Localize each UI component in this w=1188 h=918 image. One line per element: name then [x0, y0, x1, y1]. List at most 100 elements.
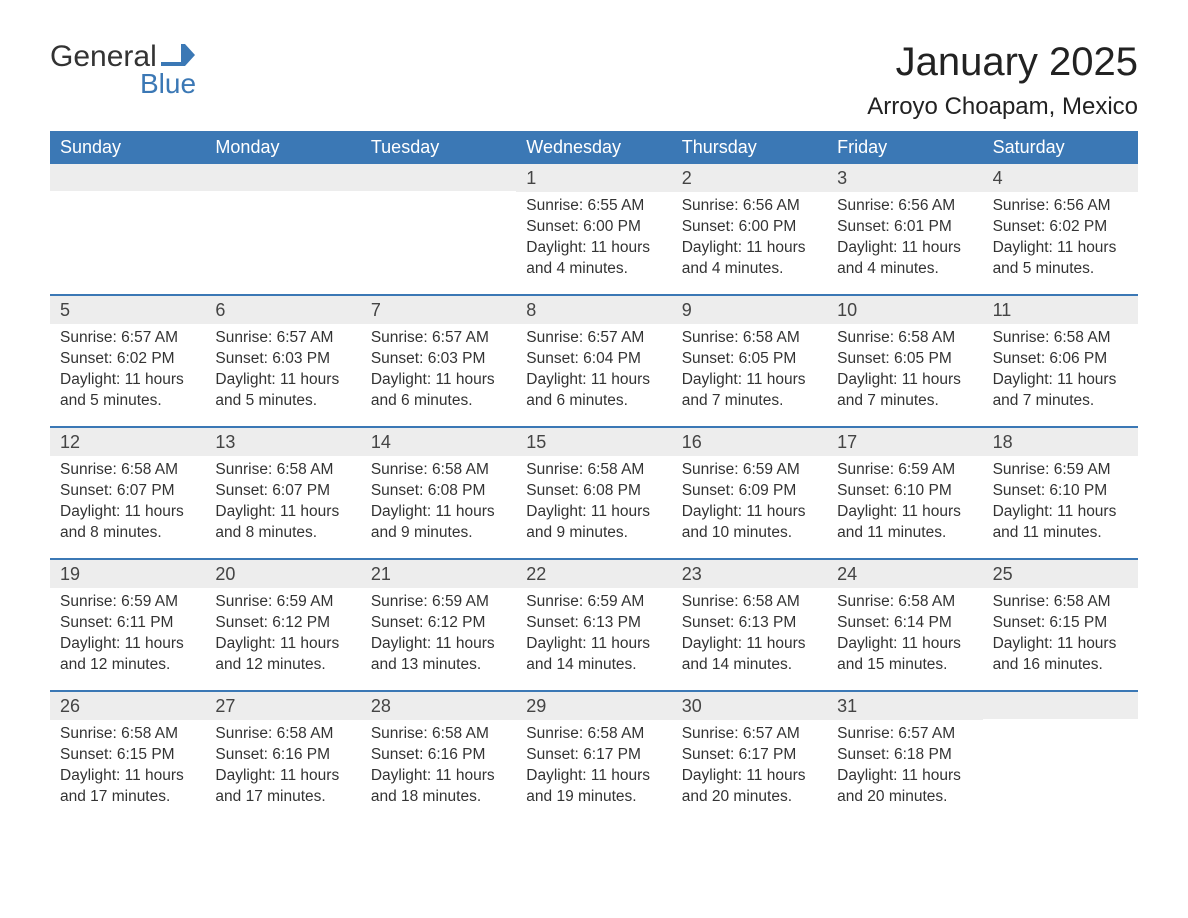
- sunset-label: Sunset: 6:17 PM: [526, 745, 661, 766]
- daylight-label: Daylight: 11 hours and 4 minutes.: [837, 238, 972, 280]
- day-number: 21: [361, 560, 516, 588]
- daylight-label: Daylight: 11 hours and 17 minutes.: [60, 766, 195, 808]
- sunset-label: Sunset: 6:06 PM: [993, 349, 1128, 370]
- sunset-label: Sunset: 6:16 PM: [371, 745, 506, 766]
- day-details: Sunrise: 6:59 AMSunset: 6:11 PMDaylight:…: [50, 588, 205, 682]
- day-details: Sunrise: 6:56 AMSunset: 6:02 PMDaylight:…: [983, 192, 1138, 286]
- daylight-label: Daylight: 11 hours and 7 minutes.: [837, 370, 972, 412]
- calendar-cell: [361, 164, 516, 294]
- sunrise-label: Sunrise: 6:58 AM: [215, 724, 350, 745]
- day-details: Sunrise: 6:55 AMSunset: 6:00 PMDaylight:…: [516, 192, 671, 286]
- calendar: Sunday Monday Tuesday Wednesday Thursday…: [50, 131, 1138, 822]
- sunset-label: Sunset: 6:05 PM: [837, 349, 972, 370]
- day-number: 28: [361, 692, 516, 720]
- daylight-label: Daylight: 11 hours and 11 minutes.: [837, 502, 972, 544]
- day-details: Sunrise: 6:58 AMSunset: 6:17 PMDaylight:…: [516, 720, 671, 814]
- calendar-cell: 7Sunrise: 6:57 AMSunset: 6:03 PMDaylight…: [361, 296, 516, 426]
- sunset-label: Sunset: 6:09 PM: [682, 481, 817, 502]
- calendar-cell: 27Sunrise: 6:58 AMSunset: 6:16 PMDayligh…: [205, 692, 360, 822]
- calendar-cell: [205, 164, 360, 294]
- day-details: Sunrise: 6:57 AMSunset: 6:04 PMDaylight:…: [516, 324, 671, 418]
- day-number: 2: [672, 164, 827, 192]
- day-details: Sunrise: 6:58 AMSunset: 6:07 PMDaylight:…: [205, 456, 360, 550]
- daylight-label: Daylight: 11 hours and 12 minutes.: [60, 634, 195, 676]
- sunrise-label: Sunrise: 6:58 AM: [993, 592, 1128, 613]
- day-details: Sunrise: 6:59 AMSunset: 6:12 PMDaylight:…: [205, 588, 360, 682]
- title-block: January 2025 Arroyo Choapam, Mexico: [867, 40, 1138, 121]
- day-number: 1: [516, 164, 671, 192]
- location-label: Arroyo Choapam, Mexico: [867, 93, 1138, 121]
- daylight-label: Daylight: 11 hours and 17 minutes.: [215, 766, 350, 808]
- sunrise-label: Sunrise: 6:58 AM: [837, 328, 972, 349]
- sunrise-label: Sunrise: 6:56 AM: [682, 196, 817, 217]
- day-number: 12: [50, 428, 205, 456]
- sunset-label: Sunset: 6:12 PM: [371, 613, 506, 634]
- day-number: 15: [516, 428, 671, 456]
- day-details: Sunrise: 6:58 AMSunset: 6:07 PMDaylight:…: [50, 456, 205, 550]
- day-details: Sunrise: 6:58 AMSunset: 6:06 PMDaylight:…: [983, 324, 1138, 418]
- daylight-label: Daylight: 11 hours and 8 minutes.: [215, 502, 350, 544]
- sunrise-label: Sunrise: 6:58 AM: [371, 460, 506, 481]
- calendar-cell: 24Sunrise: 6:58 AMSunset: 6:14 PMDayligh…: [827, 560, 982, 690]
- day-details: Sunrise: 6:58 AMSunset: 6:05 PMDaylight:…: [827, 324, 982, 418]
- calendar-week: 12Sunrise: 6:58 AMSunset: 6:07 PMDayligh…: [50, 426, 1138, 558]
- sunset-label: Sunset: 6:12 PM: [215, 613, 350, 634]
- day-details: Sunrise: 6:58 AMSunset: 6:08 PMDaylight:…: [516, 456, 671, 550]
- sunrise-label: Sunrise: 6:57 AM: [371, 328, 506, 349]
- daylight-label: Daylight: 11 hours and 9 minutes.: [526, 502, 661, 544]
- sunset-label: Sunset: 6:16 PM: [215, 745, 350, 766]
- calendar-cell: 10Sunrise: 6:58 AMSunset: 6:05 PMDayligh…: [827, 296, 982, 426]
- day-number: 31: [827, 692, 982, 720]
- day-details: Sunrise: 6:58 AMSunset: 6:16 PMDaylight:…: [361, 720, 516, 814]
- day-details: Sunrise: 6:57 AMSunset: 6:17 PMDaylight:…: [672, 720, 827, 814]
- sunrise-label: Sunrise: 6:58 AM: [526, 460, 661, 481]
- sunrise-label: Sunrise: 6:58 AM: [682, 328, 817, 349]
- day-number: 5: [50, 296, 205, 324]
- day-number: 22: [516, 560, 671, 588]
- sunrise-label: Sunrise: 6:59 AM: [371, 592, 506, 613]
- daylight-label: Daylight: 11 hours and 18 minutes.: [371, 766, 506, 808]
- daylight-label: Daylight: 11 hours and 16 minutes.: [993, 634, 1128, 676]
- day-number: 18: [983, 428, 1138, 456]
- daylight-label: Daylight: 11 hours and 4 minutes.: [682, 238, 817, 280]
- sunrise-label: Sunrise: 6:59 AM: [837, 460, 972, 481]
- daylight-label: Daylight: 11 hours and 15 minutes.: [837, 634, 972, 676]
- sunrise-label: Sunrise: 6:59 AM: [526, 592, 661, 613]
- calendar-cell: 8Sunrise: 6:57 AMSunset: 6:04 PMDaylight…: [516, 296, 671, 426]
- calendar-cell: 23Sunrise: 6:58 AMSunset: 6:13 PMDayligh…: [672, 560, 827, 690]
- day-number: 30: [672, 692, 827, 720]
- calendar-cell: 26Sunrise: 6:58 AMSunset: 6:15 PMDayligh…: [50, 692, 205, 822]
- calendar-cell: 12Sunrise: 6:58 AMSunset: 6:07 PMDayligh…: [50, 428, 205, 558]
- sunrise-label: Sunrise: 6:59 AM: [215, 592, 350, 613]
- weekday-monday: Monday: [205, 131, 360, 164]
- sunrise-label: Sunrise: 6:58 AM: [60, 724, 195, 745]
- sunset-label: Sunset: 6:00 PM: [526, 217, 661, 238]
- sunrise-label: Sunrise: 6:58 AM: [60, 460, 195, 481]
- day-details: Sunrise: 6:58 AMSunset: 6:14 PMDaylight:…: [827, 588, 982, 682]
- sunset-label: Sunset: 6:02 PM: [60, 349, 195, 370]
- flag-icon: [161, 44, 195, 66]
- day-details: Sunrise: 6:59 AMSunset: 6:13 PMDaylight:…: [516, 588, 671, 682]
- calendar-cell: 4Sunrise: 6:56 AMSunset: 6:02 PMDaylight…: [983, 164, 1138, 294]
- sunrise-label: Sunrise: 6:56 AM: [993, 196, 1128, 217]
- sunrise-label: Sunrise: 6:57 AM: [837, 724, 972, 745]
- daylight-label: Daylight: 11 hours and 10 minutes.: [682, 502, 817, 544]
- daylight-label: Daylight: 11 hours and 13 minutes.: [371, 634, 506, 676]
- calendar-week: 1Sunrise: 6:55 AMSunset: 6:00 PMDaylight…: [50, 164, 1138, 294]
- day-details: Sunrise: 6:57 AMSunset: 6:18 PMDaylight:…: [827, 720, 982, 814]
- calendar-cell: 29Sunrise: 6:58 AMSunset: 6:17 PMDayligh…: [516, 692, 671, 822]
- calendar-cell: 6Sunrise: 6:57 AMSunset: 6:03 PMDaylight…: [205, 296, 360, 426]
- daylight-label: Daylight: 11 hours and 5 minutes.: [60, 370, 195, 412]
- day-number: 19: [50, 560, 205, 588]
- sunset-label: Sunset: 6:05 PM: [682, 349, 817, 370]
- sunrise-label: Sunrise: 6:58 AM: [682, 592, 817, 613]
- sunset-label: Sunset: 6:17 PM: [682, 745, 817, 766]
- daylight-label: Daylight: 11 hours and 5 minutes.: [993, 238, 1128, 280]
- day-number: [50, 164, 205, 191]
- weekday-friday: Friday: [827, 131, 982, 164]
- day-number: 26: [50, 692, 205, 720]
- day-details: Sunrise: 6:56 AMSunset: 6:01 PMDaylight:…: [827, 192, 982, 286]
- day-number: 29: [516, 692, 671, 720]
- sunset-label: Sunset: 6:18 PM: [837, 745, 972, 766]
- sunset-label: Sunset: 6:13 PM: [526, 613, 661, 634]
